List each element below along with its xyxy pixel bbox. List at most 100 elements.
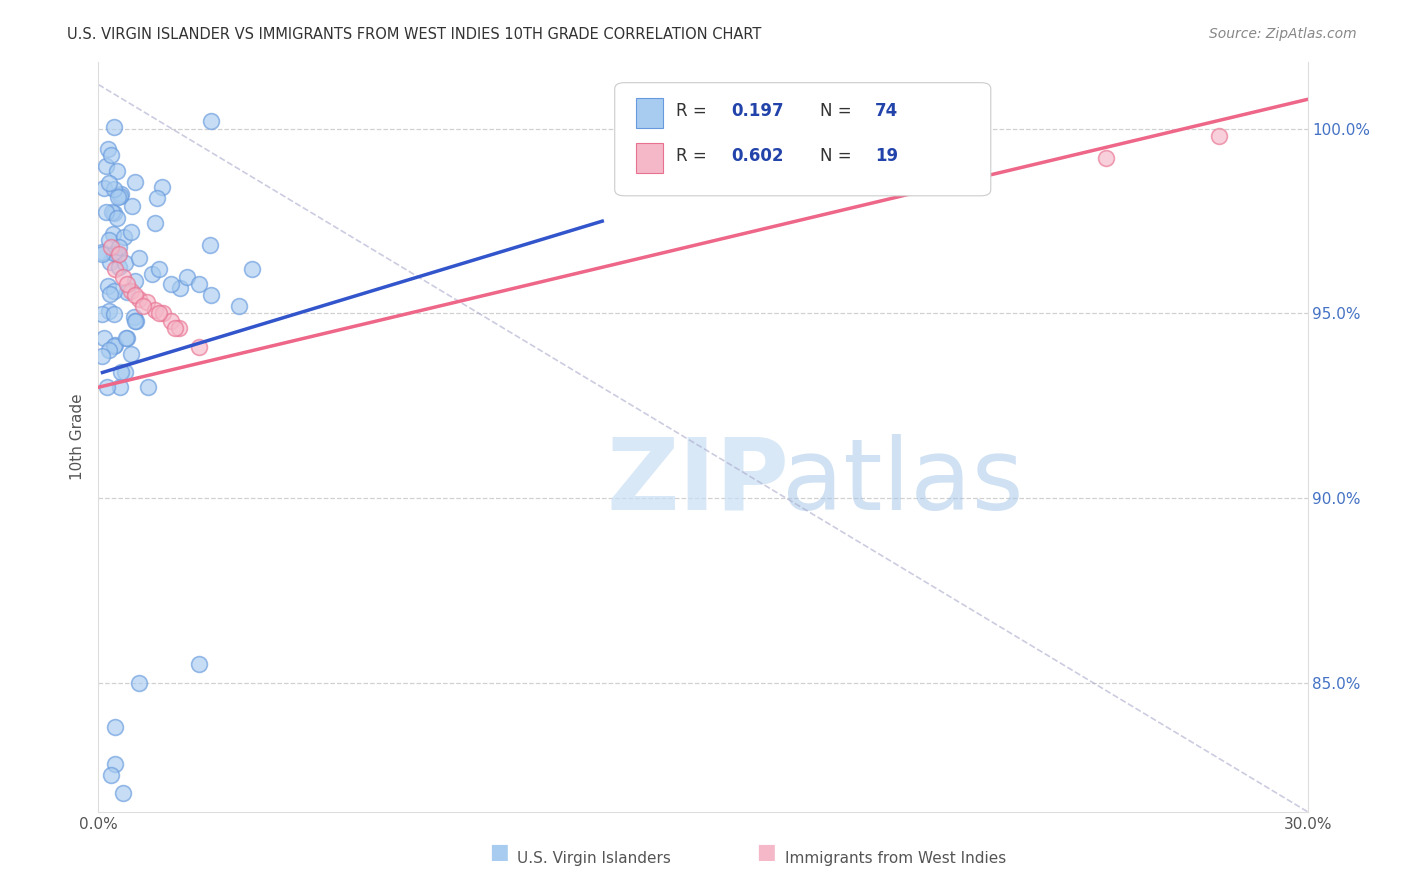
Point — [163, 321, 186, 335]
Point — [97, 279, 120, 293]
Text: U.S. Virgin Islanders: U.S. Virgin Islanders — [517, 851, 671, 865]
Point — [105, 211, 128, 226]
Point — [107, 247, 129, 261]
FancyBboxPatch shape — [637, 97, 664, 128]
Point — [91, 307, 114, 321]
Point — [101, 204, 124, 219]
Point — [108, 260, 131, 274]
Point — [107, 247, 129, 261]
Point — [128, 251, 150, 265]
Text: R =: R = — [676, 147, 713, 165]
Point — [97, 176, 120, 190]
Point — [91, 245, 114, 260]
Text: ZIP: ZIP — [606, 434, 789, 531]
Point — [198, 237, 221, 252]
Point — [128, 292, 150, 306]
Point — [124, 288, 146, 302]
Point — [93, 331, 115, 345]
Point — [240, 262, 263, 277]
Point — [114, 256, 136, 270]
Point — [136, 380, 159, 394]
Point — [135, 295, 157, 310]
Point — [148, 306, 170, 320]
Point — [103, 182, 125, 196]
Text: 0.197: 0.197 — [731, 103, 783, 120]
Point — [146, 191, 169, 205]
Point — [124, 175, 146, 189]
Point — [110, 365, 132, 379]
Point — [103, 756, 125, 771]
Point — [160, 314, 183, 328]
Text: 0.602: 0.602 — [731, 147, 783, 165]
Point — [176, 269, 198, 284]
Point — [120, 225, 142, 239]
Point — [188, 340, 211, 354]
Text: ■: ■ — [489, 842, 509, 862]
Text: N =: N = — [820, 147, 858, 165]
Text: atlas: atlas — [782, 434, 1024, 531]
Text: R =: R = — [676, 103, 713, 120]
Point — [167, 321, 190, 335]
Point — [200, 288, 222, 302]
Point — [200, 114, 222, 128]
Point — [120, 346, 142, 360]
Point — [103, 339, 125, 353]
Point — [148, 262, 170, 277]
Point — [104, 338, 127, 352]
Point — [94, 204, 117, 219]
Point — [103, 284, 125, 298]
Point — [132, 299, 155, 313]
Point — [120, 285, 142, 299]
Text: Immigrants from West Indies: Immigrants from West Indies — [785, 851, 1005, 865]
Point — [125, 313, 148, 327]
Point — [103, 205, 125, 219]
Point — [228, 299, 250, 313]
Point — [100, 768, 122, 782]
Point — [160, 277, 183, 291]
Point — [169, 281, 191, 295]
Point — [103, 720, 125, 734]
Point — [124, 274, 146, 288]
Point — [94, 159, 117, 173]
Point — [143, 216, 166, 230]
Point — [101, 227, 124, 242]
Point — [111, 269, 134, 284]
Point — [98, 255, 121, 269]
Point — [141, 267, 163, 281]
Point — [188, 657, 211, 671]
Text: 74: 74 — [875, 103, 898, 120]
Point — [100, 148, 122, 162]
Point — [96, 380, 118, 394]
Point — [91, 246, 114, 260]
Point — [115, 330, 138, 344]
Text: 19: 19 — [875, 147, 898, 165]
Text: ■: ■ — [756, 842, 776, 862]
Point — [103, 246, 125, 260]
Point — [98, 233, 121, 247]
Point — [91, 349, 114, 363]
Point — [1095, 152, 1118, 166]
Point — [103, 307, 125, 321]
FancyBboxPatch shape — [614, 83, 991, 196]
Point — [100, 240, 122, 254]
Point — [115, 277, 138, 291]
Text: N =: N = — [820, 103, 858, 120]
Point — [124, 314, 146, 328]
Point — [107, 190, 129, 204]
Point — [128, 675, 150, 690]
Point — [150, 180, 173, 194]
Text: U.S. VIRGIN ISLANDER VS IMMIGRANTS FROM WEST INDIES 10TH GRADE CORRELATION CHART: U.S. VIRGIN ISLANDER VS IMMIGRANTS FROM … — [67, 27, 762, 42]
Point — [108, 380, 131, 394]
Point — [121, 199, 143, 213]
Point — [124, 310, 146, 324]
Point — [107, 240, 129, 254]
Point — [108, 189, 131, 203]
Point — [103, 262, 125, 277]
Point — [152, 306, 174, 320]
Point — [103, 120, 125, 134]
Point — [110, 187, 132, 202]
Point — [1208, 129, 1230, 144]
Point — [111, 786, 134, 800]
Point — [115, 285, 138, 300]
Point — [188, 277, 211, 291]
